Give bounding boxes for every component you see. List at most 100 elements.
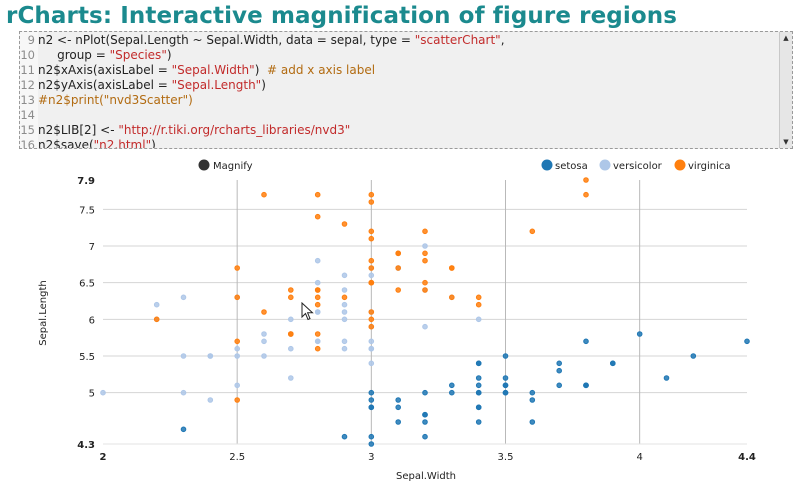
scatter-point-virginica[interactable] [234, 338, 240, 345]
scatter-point-setosa[interactable] [368, 389, 375, 396]
scatter-point-virginica[interactable] [314, 331, 321, 337]
scatter-point-virginica[interactable] [261, 309, 267, 315]
scatter-point-setosa[interactable] [422, 433, 428, 440]
scatter-point-virginica[interactable] [368, 191, 375, 198]
scatter-point-virginica[interactable] [368, 323, 375, 330]
scatter-point-setosa[interactable] [475, 375, 482, 381]
scatter-point-virginica[interactable] [368, 228, 375, 235]
scatter-point-virginica[interactable] [288, 331, 294, 337]
scatter-point-setosa[interactable] [449, 389, 455, 396]
scatter-point-virginica[interactable] [395, 287, 402, 293]
scatter-point-setosa[interactable] [583, 338, 589, 345]
legend-dot-setosa[interactable] [541, 159, 553, 171]
scatter-point-virginica[interactable] [288, 287, 294, 293]
scatter-point-versicolor[interactable] [422, 323, 428, 330]
scatter-point-setosa[interactable] [744, 338, 750, 345]
scatter-point-versicolor[interactable] [288, 375, 294, 381]
scatter-point-versicolor[interactable] [288, 345, 294, 352]
scatter-point-versicolor[interactable] [288, 316, 294, 323]
legend-label-virginica[interactable]: virginica [688, 161, 731, 172]
scatter-point-virginica[interactable] [234, 294, 240, 301]
scatter-point-versicolor[interactable] [261, 331, 267, 337]
scatter-point-virginica[interactable] [314, 213, 321, 220]
legend-dot-versicolor[interactable] [599, 159, 611, 171]
scatter-point-virginica[interactable] [314, 287, 321, 293]
scatter-point-setosa[interactable] [663, 375, 670, 381]
scatter-point-setosa[interactable] [475, 419, 482, 425]
scatter-point-versicolor[interactable] [368, 360, 375, 367]
scatter-point-versicolor[interactable] [341, 301, 348, 308]
scatter-point-versicolor[interactable] [100, 389, 106, 396]
scatter-point-virginica[interactable] [368, 257, 375, 264]
scatter-point-virginica[interactable] [583, 177, 589, 183]
scatter-point-setosa[interactable] [475, 404, 482, 411]
scatter-point-versicolor[interactable] [314, 279, 321, 286]
scatter-point-virginica[interactable] [341, 294, 348, 301]
scatter-point-virginica[interactable] [314, 345, 321, 352]
scatter-point-versicolor[interactable] [368, 272, 375, 279]
scatter-point-setosa[interactable] [502, 375, 509, 381]
scatter-point-setosa[interactable] [610, 360, 616, 367]
scatter-point-virginica[interactable] [368, 316, 375, 323]
scatter-point-setosa[interactable] [583, 382, 589, 389]
scatter-point-virginica[interactable] [475, 301, 482, 308]
scatter-point-virginica[interactable] [449, 294, 455, 301]
scatter-point-versicolor[interactable] [341, 287, 348, 293]
scatter-point-setosa[interactable] [502, 382, 509, 389]
scatter-point-setosa[interactable] [422, 411, 428, 418]
scatter-point-versicolor[interactable] [341, 338, 348, 345]
chart-points[interactable] [100, 177, 750, 447]
scatter-point-virginica[interactable] [422, 257, 428, 264]
scatter-point-versicolor[interactable] [261, 338, 267, 345]
scatter-point-setosa[interactable] [690, 353, 697, 359]
scatter-point-versicolor[interactable] [314, 257, 321, 264]
scatter-point-versicolor[interactable] [180, 389, 187, 396]
scatter-point-virginica[interactable] [153, 316, 160, 323]
legend-label-setosa[interactable]: setosa [555, 161, 588, 172]
code-panel[interactable]: 9 n2 <- nPlot(Sepal.Length ~ Sepal.Width,… [19, 31, 793, 149]
scatter-point-virginica[interactable] [314, 191, 321, 198]
scatter-point-virginica[interactable] [395, 265, 402, 271]
scatter-point-virginica[interactable] [234, 397, 240, 403]
legend-dot-virginica[interactable] [674, 159, 686, 171]
scatter-point-virginica[interactable] [234, 265, 240, 271]
scatter-point-setosa[interactable] [368, 397, 375, 403]
scatter-point-virginica[interactable] [395, 250, 402, 257]
scatter-point-setosa[interactable] [502, 389, 509, 396]
scatter-point-setosa[interactable] [368, 404, 375, 411]
scatter-point-virginica[interactable] [583, 191, 589, 198]
scatter-point-virginica[interactable] [422, 250, 428, 257]
scatter-point-versicolor[interactable] [368, 345, 375, 352]
scatter-point-setosa[interactable] [422, 419, 428, 425]
scatter-point-setosa[interactable] [395, 404, 402, 411]
magnify-label[interactable]: Magnify [213, 161, 253, 172]
scatter-point-setosa[interactable] [502, 353, 509, 359]
scatter-point-versicolor[interactable] [234, 353, 240, 359]
scatter-point-versicolor[interactable] [234, 345, 240, 352]
scatter-point-setosa[interactable] [395, 397, 402, 403]
scatter-point-versicolor[interactable] [422, 243, 428, 249]
chart-legend[interactable]: Magnify setosa versicolor virginica [198, 159, 731, 173]
scatter-point-versicolor[interactable] [341, 272, 348, 279]
scatter-point-versicolor[interactable] [475, 316, 482, 323]
legend-label-versicolor[interactable]: versicolor [613, 161, 663, 172]
scatter-point-virginica[interactable] [368, 309, 375, 315]
legend-item-versicolor[interactable]: versicolor [599, 159, 663, 173]
scatter-point-virginica[interactable] [475, 294, 482, 301]
scatter-point-virginica[interactable] [314, 294, 321, 301]
scatter-point-virginica[interactable] [422, 287, 428, 293]
scatter-point-virginica[interactable] [368, 199, 375, 205]
scatter-point-setosa[interactable] [556, 360, 563, 367]
magnify-toggle-icon[interactable] [198, 159, 210, 171]
scatter-point-virginica[interactable] [449, 265, 455, 271]
scatter-point-versicolor[interactable] [153, 301, 160, 308]
scatter-point-versicolor[interactable] [314, 309, 321, 315]
scatter-point-versicolor[interactable] [314, 338, 321, 345]
scatter-chart[interactable]: Sepal.Length Sepal.Width 4.3 5 5.5 6 6.5 7 7.5… [0, 150, 800, 500]
scatter-point-setosa[interactable] [529, 389, 536, 396]
scatter-point-setosa[interactable] [475, 382, 482, 389]
scatter-point-virginica[interactable] [288, 294, 294, 301]
scatter-point-versicolor[interactable] [341, 316, 348, 323]
scatter-point-virginica[interactable] [368, 235, 375, 242]
scroll-up-arrow-icon[interactable]: ▲ [783, 34, 789, 42]
